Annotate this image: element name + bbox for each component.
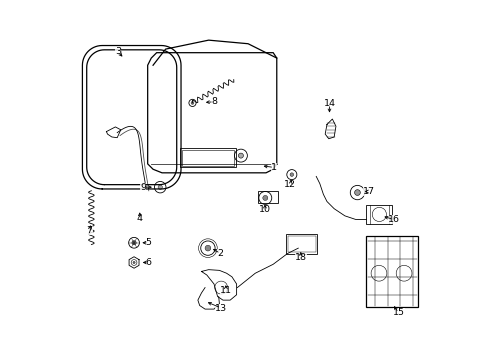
Circle shape bbox=[238, 153, 243, 158]
Bar bbox=[285, 234, 317, 253]
Circle shape bbox=[204, 245, 210, 251]
Circle shape bbox=[191, 102, 194, 104]
Text: 2: 2 bbox=[217, 249, 223, 258]
Text: 9: 9 bbox=[140, 183, 146, 192]
Text: 17: 17 bbox=[363, 187, 374, 196]
Text: 3: 3 bbox=[115, 48, 121, 57]
Circle shape bbox=[158, 185, 162, 189]
Text: 18: 18 bbox=[294, 253, 306, 262]
Bar bbox=[366, 235, 418, 307]
Bar bbox=[258, 191, 277, 203]
Text: 4: 4 bbox=[137, 214, 142, 223]
Bar bbox=[182, 149, 233, 166]
Circle shape bbox=[262, 195, 267, 201]
Text: 6: 6 bbox=[145, 258, 151, 267]
Text: 13: 13 bbox=[215, 303, 227, 312]
Text: 10: 10 bbox=[259, 205, 270, 214]
Text: 11: 11 bbox=[220, 286, 231, 295]
Circle shape bbox=[133, 261, 135, 264]
Text: 5: 5 bbox=[145, 238, 151, 247]
Text: 12: 12 bbox=[284, 180, 296, 189]
Bar bbox=[180, 148, 235, 167]
Text: 7: 7 bbox=[86, 226, 92, 235]
Bar bbox=[366, 205, 391, 224]
Text: 16: 16 bbox=[387, 215, 399, 224]
Text: 14: 14 bbox=[323, 99, 335, 108]
Circle shape bbox=[354, 190, 360, 195]
Circle shape bbox=[132, 240, 136, 245]
Text: 8: 8 bbox=[211, 97, 217, 106]
Text: 15: 15 bbox=[392, 308, 404, 317]
Circle shape bbox=[289, 173, 293, 176]
Text: 1: 1 bbox=[271, 163, 277, 172]
Bar bbox=[287, 235, 315, 252]
